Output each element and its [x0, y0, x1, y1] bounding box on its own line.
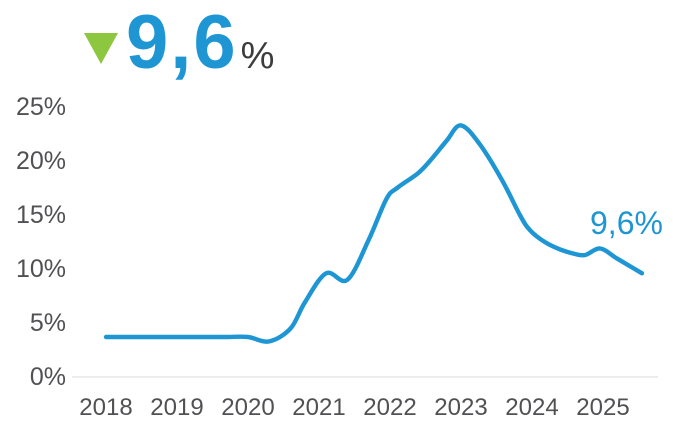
zero-baseline-gridline: [72, 376, 658, 378]
y-axis-tick-label: 0%: [29, 363, 66, 391]
x-axis-tick-label: 2021: [292, 394, 346, 421]
trend-line: [103, 123, 645, 344]
x-axis-tick-label: 2020: [221, 394, 275, 421]
x-axis-tick-label: 2022: [363, 394, 417, 421]
trend-down-triangle-icon: [84, 33, 118, 64]
x-axis-tick-label: 2018: [79, 394, 133, 421]
headline-percent-sign: %: [240, 35, 275, 77]
x-axis-tick-label: 2019: [150, 394, 204, 421]
y-axis-tick-label: 5%: [29, 309, 66, 337]
x-axis-tick-label: 2025: [576, 394, 630, 421]
y-axis-tick-label: 20%: [15, 147, 66, 175]
y-axis-tick-label: 15%: [15, 201, 66, 229]
y-axis-tick-label: 25%: [15, 93, 66, 121]
headline-value: 9,6: [126, 0, 238, 85]
headline-number-row: 9,6 %: [126, 0, 274, 99]
end-value-label: 9,6%: [590, 205, 663, 241]
x-axis-tick-label: 2023: [434, 394, 488, 421]
x-axis-tick-label: 2024: [505, 394, 559, 421]
y-axis-tick-label: 10%: [15, 255, 66, 283]
